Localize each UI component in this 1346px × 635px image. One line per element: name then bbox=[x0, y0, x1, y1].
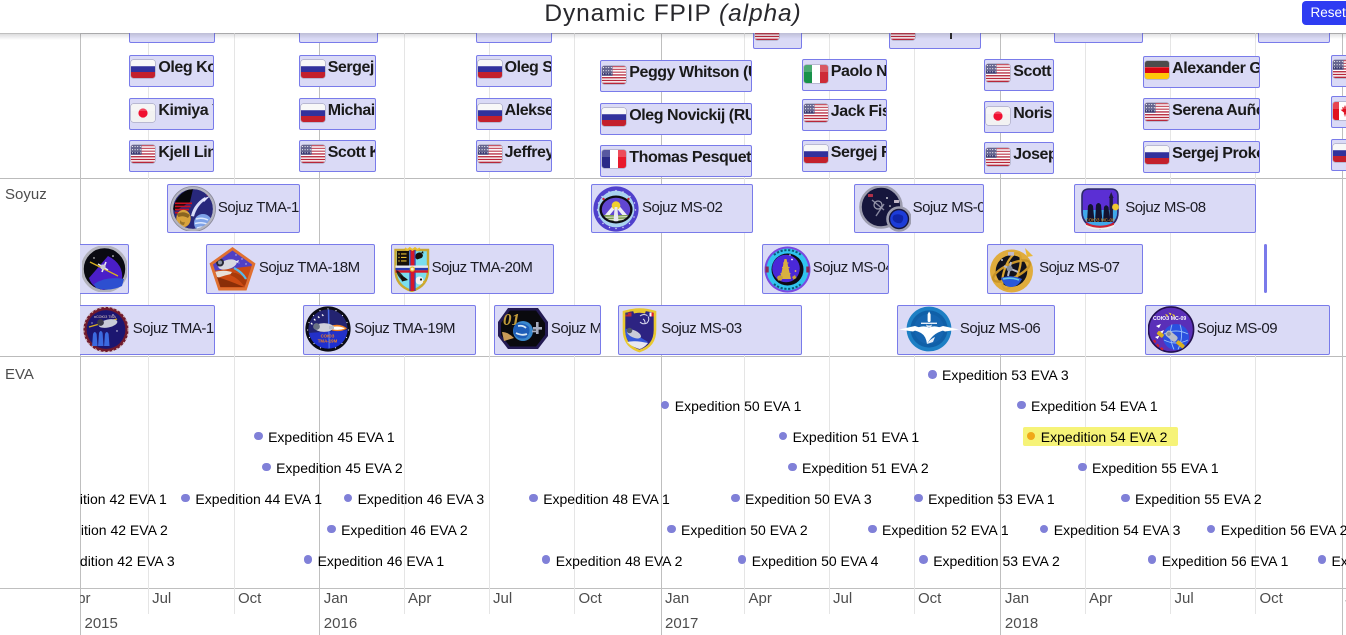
svg-text:ТМА-19М: ТМА-19М bbox=[318, 339, 338, 344]
svg-text:СОЮЗ МС-09: СОЮЗ МС-09 bbox=[1153, 316, 1186, 322]
svg-text:СОЮЗ: СОЮЗ bbox=[321, 334, 335, 339]
svg-text:СОЮЗ ТМА: СОЮЗ ТМА bbox=[96, 315, 116, 319]
svg-text:СОЮЗ МС-08: СОЮЗ МС-08 bbox=[1086, 218, 1116, 223]
